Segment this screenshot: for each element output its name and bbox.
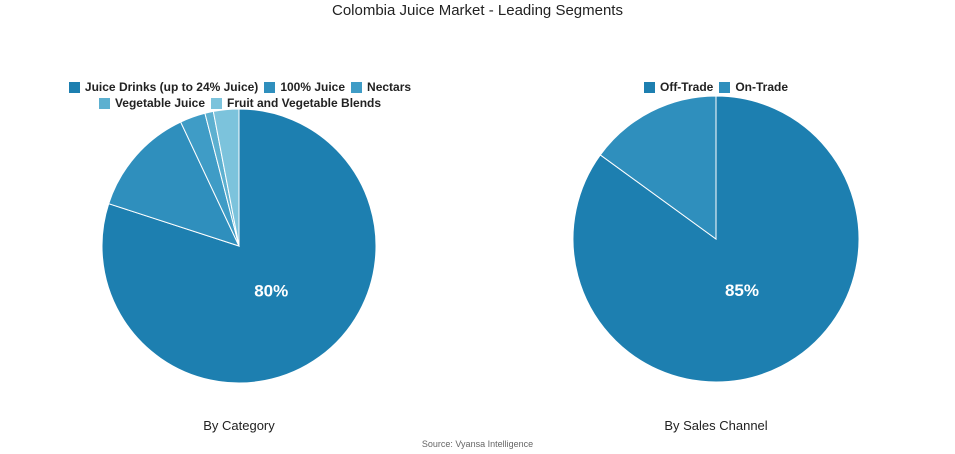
subtitle-category: By Category xyxy=(203,418,275,433)
legend-sales-channel: Off-Trade On-Trade xyxy=(566,80,866,94)
legend-swatch xyxy=(211,97,222,109)
data-label: 80% xyxy=(254,281,288,300)
pie-slice[interactable] xyxy=(599,95,717,240)
legend-swatch xyxy=(264,81,276,93)
legend-label: On-Trade xyxy=(735,80,789,94)
pie-slice[interactable] xyxy=(572,95,860,383)
chart-title: Colombia Juice Market - Leading Segments xyxy=(332,2,623,19)
legend-swatch xyxy=(643,81,655,93)
data-label: 85% xyxy=(725,281,759,300)
legend-swatch xyxy=(68,81,80,93)
legend-label: Vegetable Juice xyxy=(114,96,205,110)
legend-item[interactable]: Juice Drinks (up to 24% Juice) xyxy=(68,80,259,94)
legend-label: 100% Juice xyxy=(280,80,346,94)
legend-swatch xyxy=(351,81,363,93)
legend-label: Fruit and Vegetable Blends xyxy=(227,96,382,110)
legend-item[interactable]: Fruit and Vegetable Blends xyxy=(211,96,381,110)
pie-slice[interactable] xyxy=(212,108,240,247)
source-note: Source: Vyansa Intelligence xyxy=(421,439,534,449)
legend-item[interactable]: Off-Trade xyxy=(643,80,714,94)
legend-category: Juice Drinks (up to 24% Juice) 100% Juice… xyxy=(15,80,465,110)
legend-swatch xyxy=(98,97,110,109)
legend-item[interactable]: 100% Juice xyxy=(264,80,345,94)
legend-item[interactable]: Nectars xyxy=(351,80,411,94)
pie-slice[interactable] xyxy=(108,121,240,247)
legend-item[interactable]: Vegetable Juice xyxy=(98,96,205,110)
legend-item[interactable]: On-Trade xyxy=(719,80,788,94)
legend-label: Off-Trade xyxy=(659,80,714,94)
legend-label: Juice Drinks (up to 24% Juice) xyxy=(84,80,259,94)
legend-swatch xyxy=(719,81,731,93)
legend-label: Nectars xyxy=(367,80,412,94)
subtitle-sales-channel: By Sales Channel xyxy=(664,418,768,433)
